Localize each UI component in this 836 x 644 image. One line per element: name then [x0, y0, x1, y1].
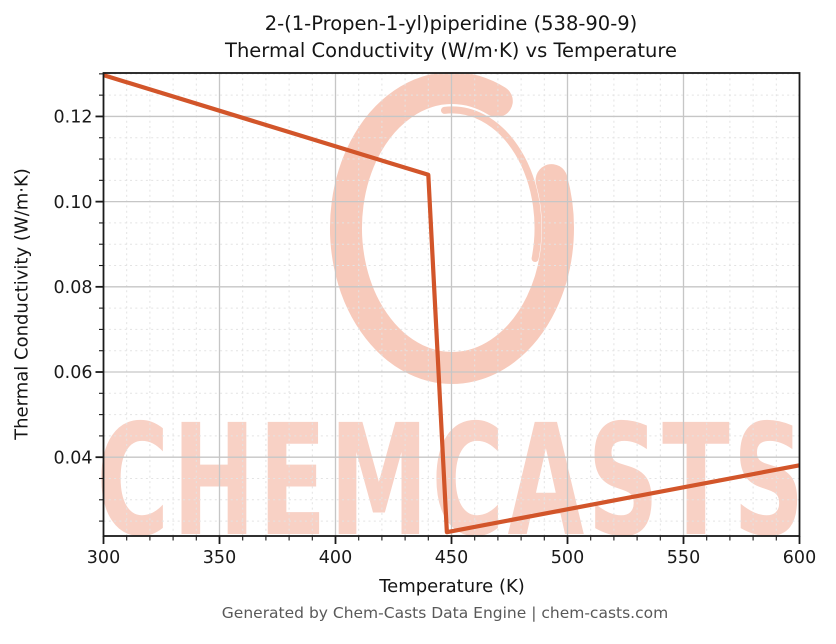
watermark-text: CHEMCASTS [96, 391, 807, 570]
chart-title-line1: 2-(1-Propen-1-yl)piperidine (538-90-9) [264, 12, 638, 35]
chemcasts-swirl-logo-icon [329, 72, 574, 384]
series-line [102, 73, 800, 535]
y-tick-label: 0.10 [54, 193, 93, 213]
x-tick-label: 500 [551, 548, 584, 568]
y-tick-label: 0.04 [54, 448, 93, 468]
footer-credit: Generated by Chem-Casts Data Engine | ch… [221, 604, 669, 622]
chart-title: 2-(1-Propen-1-yl)piperidine (538-90-9) T… [225, 10, 677, 64]
plot-area: 300 350 400 450 500 550 600 0.04 0.06 0.08 0.10 0.1… [54, 72, 816, 568]
x-tick-label: 300 [87, 548, 120, 568]
x-tick-label: 350 [203, 548, 236, 568]
watermark: CHEMCASTS [96, 72, 807, 571]
x-tick-label: 400 [319, 548, 352, 568]
chart-title-line2: Thermal Conductivity (W/m·K) vs Temperat… [225, 39, 677, 62]
x-tick-label: 600 [783, 548, 816, 568]
chemcasts-swirl-inner-stroke-icon [441, 106, 542, 262]
y-tick-label: 0.08 [54, 278, 93, 298]
x-tick-label: 450 [435, 548, 468, 568]
x-axis-label: Temperature (K) [379, 576, 525, 597]
x-tick-label: 550 [667, 548, 700, 568]
y-tick-label: 0.06 [54, 363, 93, 383]
y-tick-label: 0.12 [54, 108, 93, 128]
